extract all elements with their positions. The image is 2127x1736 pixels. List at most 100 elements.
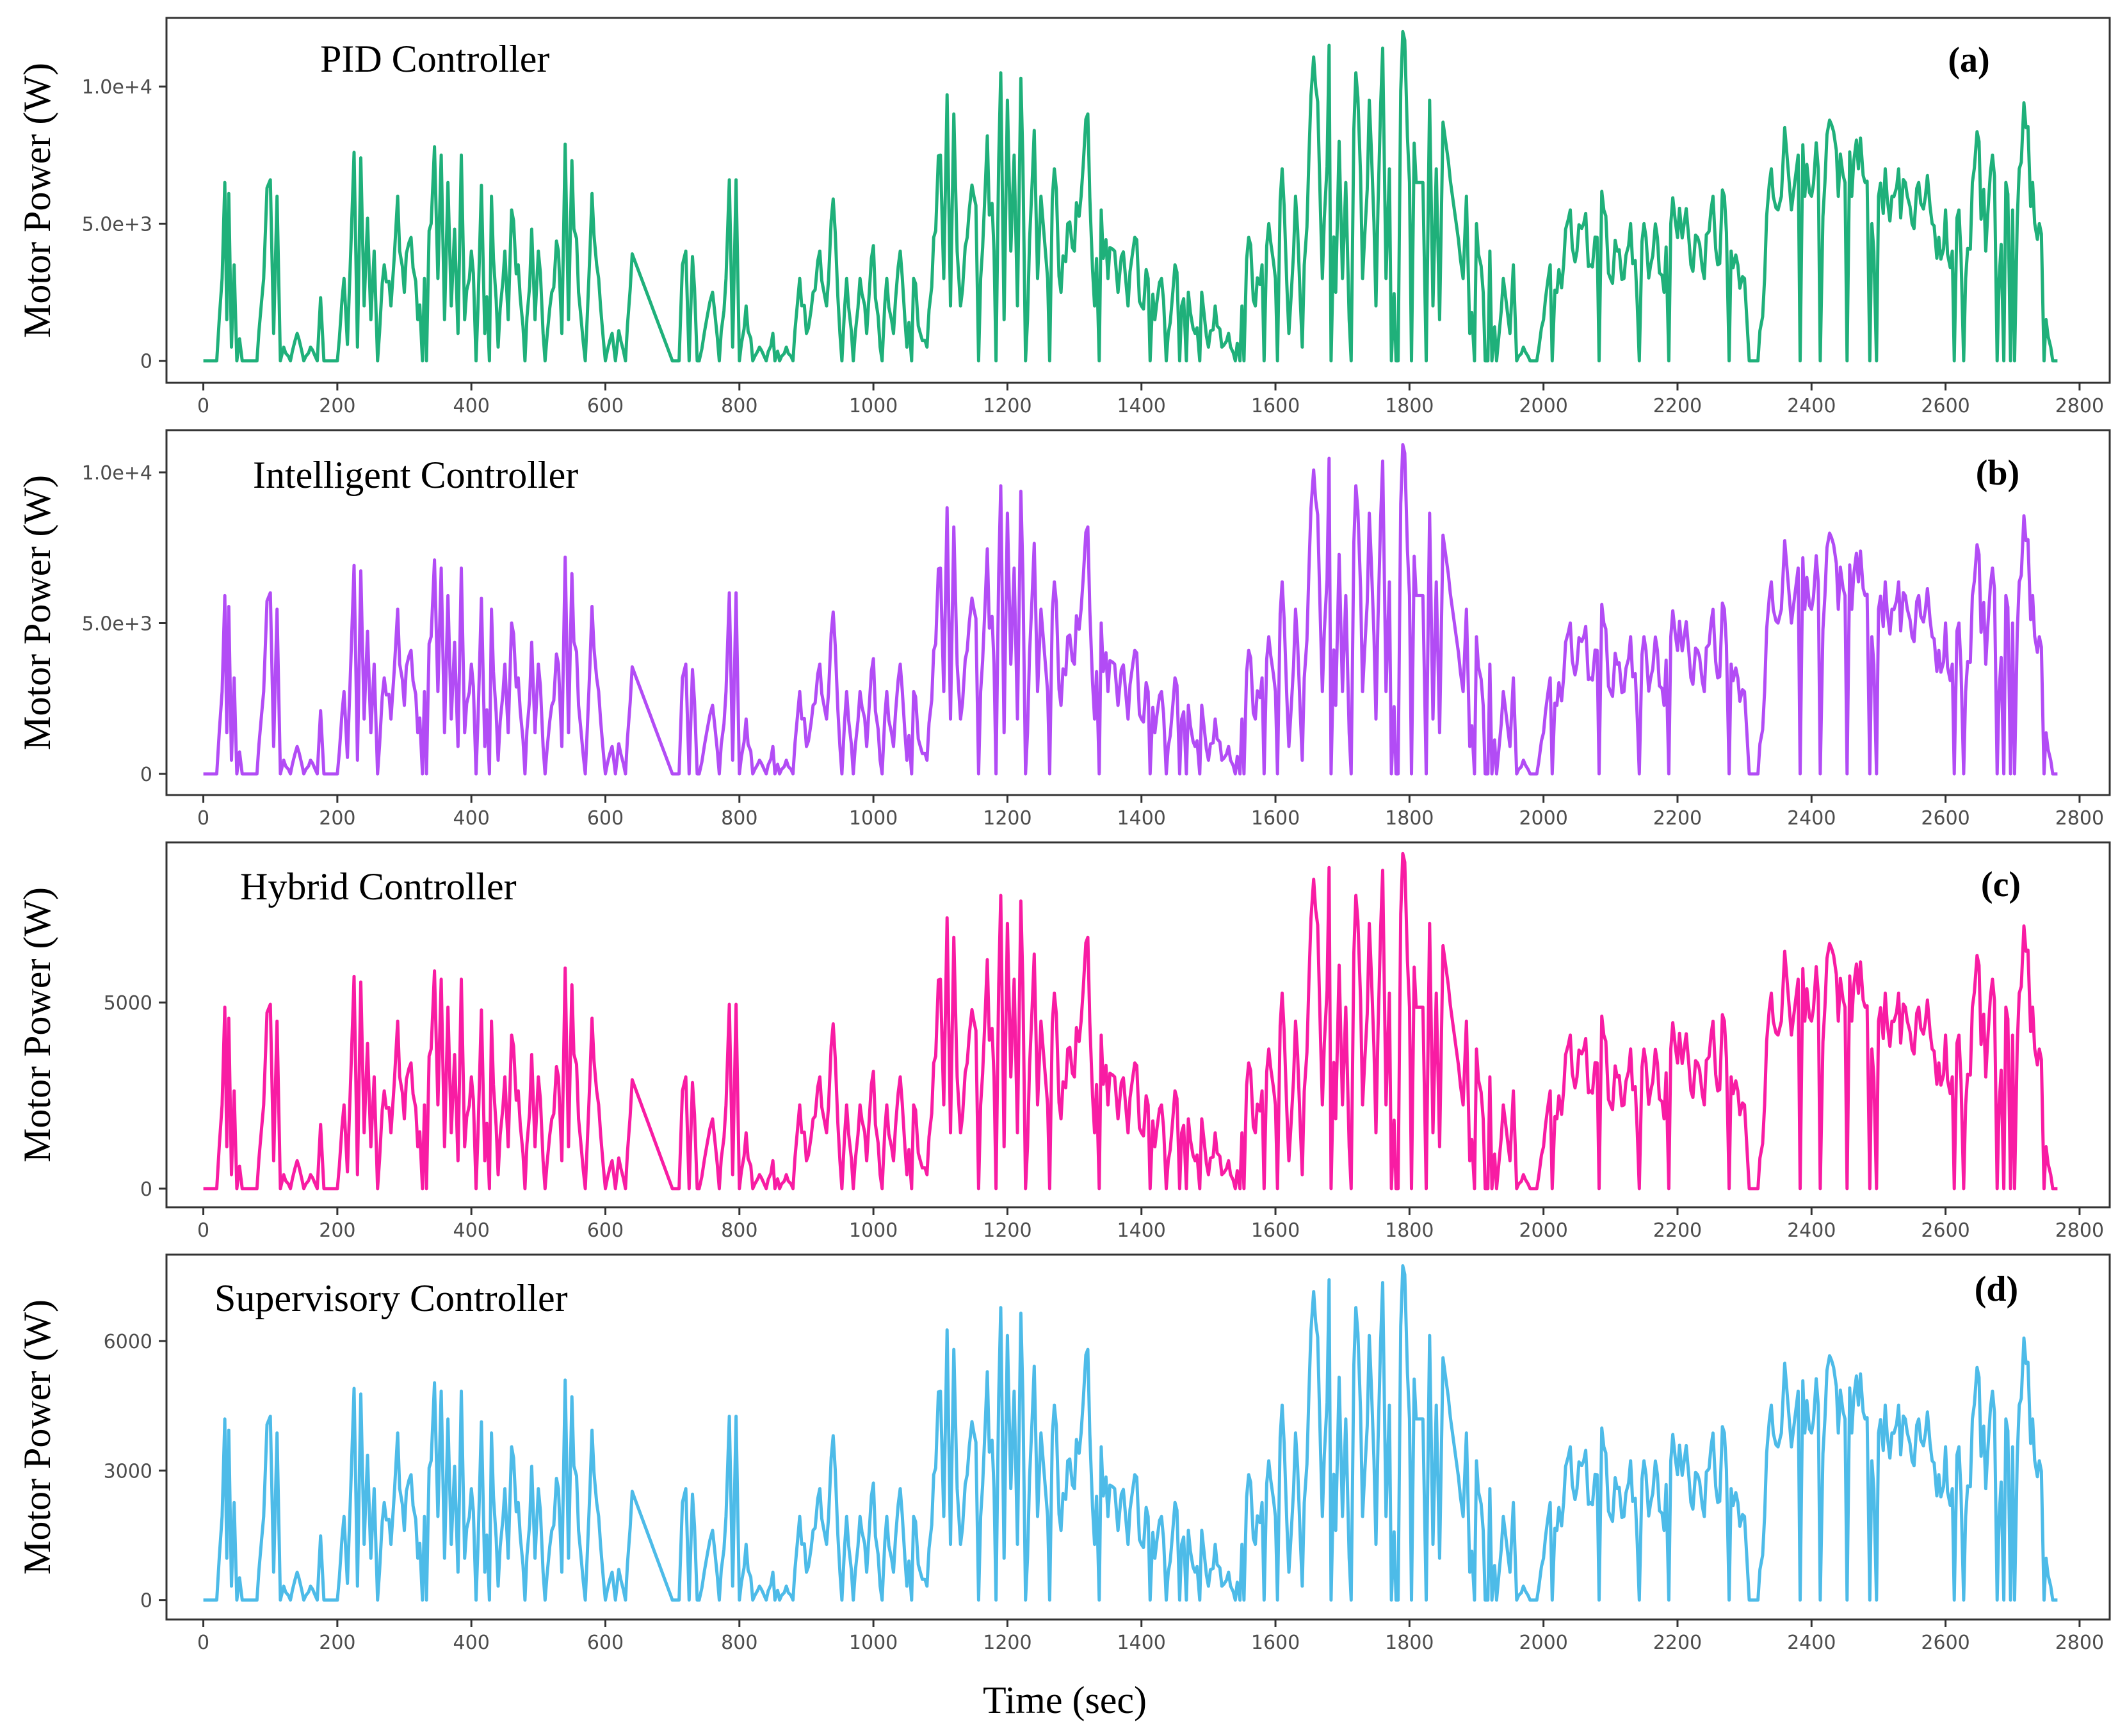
y-axis-label: Motor Power (W) bbox=[16, 63, 58, 338]
x-tick-label: 1600 bbox=[1251, 807, 1300, 830]
y-axis-label: Motor Power (W) bbox=[16, 1299, 58, 1575]
x-tick-label: 2800 bbox=[2055, 395, 2104, 417]
series-holder bbox=[203, 851, 2058, 1191]
x-tick-label: 800 bbox=[721, 807, 757, 830]
x-tick-label: 0 bbox=[197, 807, 209, 830]
x-tick-label: 1000 bbox=[849, 1219, 898, 1242]
x-tick-label: 2800 bbox=[2055, 1219, 2104, 1242]
x-tick-label: 1400 bbox=[1117, 1219, 1166, 1242]
x-tick-label: 600 bbox=[587, 1632, 624, 1654]
x-tick-label: 1000 bbox=[849, 1632, 898, 1654]
x-tick-label: 0 bbox=[197, 1632, 209, 1654]
y-tick-label: 5.0e+3 bbox=[82, 213, 152, 236]
x-tick-label: 800 bbox=[721, 395, 757, 417]
ticks-holder: 0 200 400 600 800 1000 1200 1400 1600 1800 2000 220… bbox=[104, 992, 2104, 1242]
x-tick-label: 600 bbox=[587, 395, 624, 417]
series-line bbox=[203, 851, 2058, 1191]
x-tick-label: 2800 bbox=[2055, 1632, 2104, 1654]
x-tick-label: 2000 bbox=[1519, 1219, 1567, 1242]
panel-b: 0 200 400 600 800 1000 1200 1400 1600 1800 2000 220… bbox=[16, 429, 2111, 830]
panel-label: (c) bbox=[1981, 865, 2021, 904]
plot-frame bbox=[165, 1253, 2111, 1621]
x-tick-label: 2200 bbox=[1653, 1632, 1702, 1654]
x-tick-label: 2200 bbox=[1653, 1219, 1702, 1242]
chart-title: Hybrid Controller bbox=[240, 865, 517, 908]
panel-d: 0 200 400 600 800 1000 1200 1400 1600 1800 2000 220… bbox=[16, 1253, 2111, 1654]
y-tick-label: 1.0e+4 bbox=[82, 462, 152, 485]
x-tick-label: 200 bbox=[319, 807, 355, 830]
series-line bbox=[203, 1264, 2058, 1602]
x-tick-label: 1400 bbox=[1117, 1632, 1166, 1654]
x-tick-label: 1200 bbox=[983, 1219, 1031, 1242]
x-tick-label: 1600 bbox=[1251, 1632, 1300, 1654]
y-tick-label: 0 bbox=[140, 1590, 152, 1612]
x-axis-label: Time (sec) bbox=[983, 1679, 1147, 1721]
ticks-holder: 0 200 400 600 800 1000 1200 1400 1600 1800 2000 220… bbox=[82, 462, 2104, 830]
plot-frame bbox=[165, 841, 2111, 1209]
x-tick-label: 800 bbox=[721, 1219, 757, 1242]
y-axis-label: Motor Power (W) bbox=[16, 887, 58, 1162]
panel-a: 0 200 400 600 800 1000 1200 1400 1600 1800 2000 220… bbox=[16, 17, 2111, 417]
chart-title: PID Controller bbox=[320, 38, 549, 80]
series-holder bbox=[203, 443, 2058, 776]
x-tick-label: 600 bbox=[587, 807, 624, 830]
y-axis-label: Motor Power (W) bbox=[16, 475, 58, 750]
x-tick-label: 400 bbox=[453, 395, 490, 417]
x-tick-label: 1600 bbox=[1251, 395, 1300, 417]
x-tick-label: 1800 bbox=[1385, 395, 1434, 417]
x-tick-label: 600 bbox=[587, 1219, 624, 1242]
y-tick-label: 6000 bbox=[104, 1331, 152, 1353]
panel-label: (a) bbox=[1948, 40, 1989, 80]
x-tick-label: 2200 bbox=[1653, 807, 1702, 830]
x-tick-label: 2600 bbox=[1921, 1219, 1969, 1242]
plot-frame bbox=[165, 429, 2111, 796]
chart-title: Intelligent Controller bbox=[253, 454, 578, 496]
x-tick-label: 200 bbox=[319, 395, 355, 417]
x-tick-label: 2000 bbox=[1519, 807, 1567, 830]
x-tick-label: 2200 bbox=[1653, 395, 1702, 417]
x-tick-label: 400 bbox=[453, 807, 490, 830]
x-tick-label: 1800 bbox=[1385, 807, 1434, 830]
x-tick-label: 1400 bbox=[1117, 395, 1166, 417]
y-tick-label: 0 bbox=[140, 1178, 152, 1201]
x-tick-label: 1000 bbox=[849, 395, 898, 417]
y-tick-label: 1.0e+4 bbox=[82, 76, 152, 99]
chart-title: Supervisory Controller bbox=[214, 1277, 568, 1319]
ticks-holder: 0 200 400 600 800 1000 1200 1400 1600 1800 2000 220… bbox=[104, 1331, 2104, 1654]
x-tick-label: 1800 bbox=[1385, 1219, 1434, 1242]
series-holder bbox=[203, 1264, 2058, 1602]
x-tick-label: 1400 bbox=[1117, 807, 1166, 830]
x-tick-label: 200 bbox=[319, 1632, 355, 1654]
x-tick-label: 2000 bbox=[1519, 395, 1567, 417]
y-tick-label: 0 bbox=[140, 764, 152, 786]
x-tick-label: 800 bbox=[721, 1632, 757, 1654]
x-tick-label: 2600 bbox=[1921, 1632, 1969, 1654]
x-tick-label: 1200 bbox=[983, 1632, 1031, 1654]
x-tick-label: 2400 bbox=[1787, 395, 1836, 417]
x-tick-label: 2600 bbox=[1921, 807, 1969, 830]
x-tick-label: 2000 bbox=[1519, 1632, 1567, 1654]
x-tick-label: 2800 bbox=[2055, 807, 2104, 830]
y-tick-label: 0 bbox=[140, 351, 152, 373]
panel-label: (b) bbox=[1976, 453, 2019, 493]
y-tick-label: 5000 bbox=[104, 992, 152, 1015]
x-tick-label: 1000 bbox=[849, 807, 898, 830]
x-tick-label: 1800 bbox=[1385, 1632, 1434, 1654]
series-line bbox=[203, 29, 2058, 363]
x-tick-label: 1200 bbox=[983, 807, 1031, 830]
x-tick-label: 200 bbox=[319, 1219, 355, 1242]
x-tick-label: 400 bbox=[453, 1632, 490, 1654]
plot-frame bbox=[165, 17, 2111, 384]
x-tick-label: 2400 bbox=[1787, 807, 1836, 830]
x-tick-label: 2400 bbox=[1787, 1219, 1836, 1242]
x-tick-label: 0 bbox=[197, 1219, 209, 1242]
series-holder bbox=[203, 29, 2058, 363]
series-line bbox=[203, 443, 2058, 776]
x-tick-label: 2600 bbox=[1921, 395, 1969, 417]
panel-c: 0 200 400 600 800 1000 1200 1400 1600 1800 2000 220… bbox=[16, 841, 2111, 1242]
x-tick-label: 2400 bbox=[1787, 1632, 1836, 1654]
panel-label: (d) bbox=[1975, 1269, 2018, 1309]
x-tick-label: 1600 bbox=[1251, 1219, 1300, 1242]
x-tick-label: 0 bbox=[197, 395, 209, 417]
